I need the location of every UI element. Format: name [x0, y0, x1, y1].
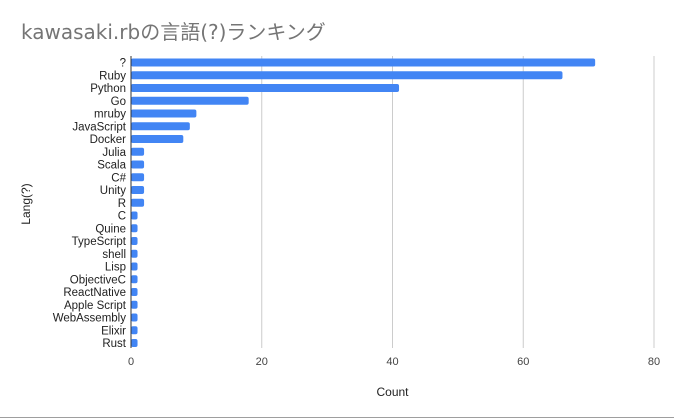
bar	[131, 300, 138, 309]
y-tick-label: ObjectiveC	[70, 274, 126, 286]
y-tick-label: WebAssembly	[53, 313, 127, 325]
y-tick-label: Scala	[97, 160, 126, 172]
bar	[131, 71, 563, 80]
y-tick-label: Ruby	[99, 70, 126, 82]
y-tick-label: ReactNative	[63, 287, 126, 299]
y-tick-label: Rust	[102, 338, 126, 350]
y-tick-label: Unity	[100, 185, 126, 197]
y-tick-label: JavaScript	[72, 121, 126, 133]
y-tick-label: C	[118, 211, 126, 223]
x-tick-labels: 0 20 40 60 80	[128, 356, 660, 368]
bar	[131, 326, 138, 335]
y-tick-label: shell	[102, 249, 126, 261]
y-tick-label: Python	[90, 83, 126, 95]
x-tick-label: 0	[128, 356, 134, 368]
y-tick-label: Julia	[102, 147, 126, 159]
x-axis-title: Count	[376, 385, 409, 399]
bar	[131, 262, 138, 271]
x-tick-label: 40	[386, 356, 398, 368]
y-tick-label: ?	[120, 58, 126, 70]
bar	[131, 313, 138, 322]
bar	[131, 186, 145, 194]
y-tick-label: Quine	[95, 223, 126, 235]
y-tick-labels: ?RubyPythonGomrubyJavaScriptDockerJuliaS…	[53, 58, 127, 351]
y-axis-title: Lang(?)	[19, 183, 33, 224]
bottom-divider	[0, 417, 674, 418]
x-tick-label: 20	[256, 356, 268, 368]
y-tick-label: R	[118, 198, 126, 210]
bar	[131, 96, 249, 105]
bar	[131, 237, 138, 245]
bar	[131, 275, 138, 284]
bar	[131, 160, 145, 169]
bar	[131, 224, 138, 233]
bar	[131, 198, 145, 207]
bar	[131, 135, 184, 143]
bar	[131, 122, 190, 131]
y-tick-label: Go	[111, 96, 126, 108]
bar	[131, 109, 197, 118]
y-tick-label: Elixir	[101, 325, 126, 337]
bar	[131, 147, 145, 156]
bar	[131, 173, 145, 182]
y-tick-label: mruby	[94, 109, 126, 121]
x-tick-label: 60	[517, 356, 529, 368]
gridlines	[261, 56, 655, 348]
bar	[131, 211, 138, 220]
bar	[131, 288, 138, 296]
bar	[131, 339, 138, 347]
bars	[131, 58, 596, 347]
y-tick-label: Apple Script	[64, 300, 127, 312]
y-tick-label: C#	[111, 172, 126, 184]
y-tick-label: TypeScript	[72, 236, 127, 248]
y-tick-label: Docker	[90, 134, 127, 146]
bar	[131, 58, 596, 67]
bar	[131, 249, 138, 258]
x-tick-label: 80	[648, 356, 660, 368]
chart-title: kawasaki.rbの言語(?)ランキング	[21, 20, 326, 44]
bar	[131, 84, 400, 92]
y-tick-label: Lisp	[105, 262, 126, 274]
